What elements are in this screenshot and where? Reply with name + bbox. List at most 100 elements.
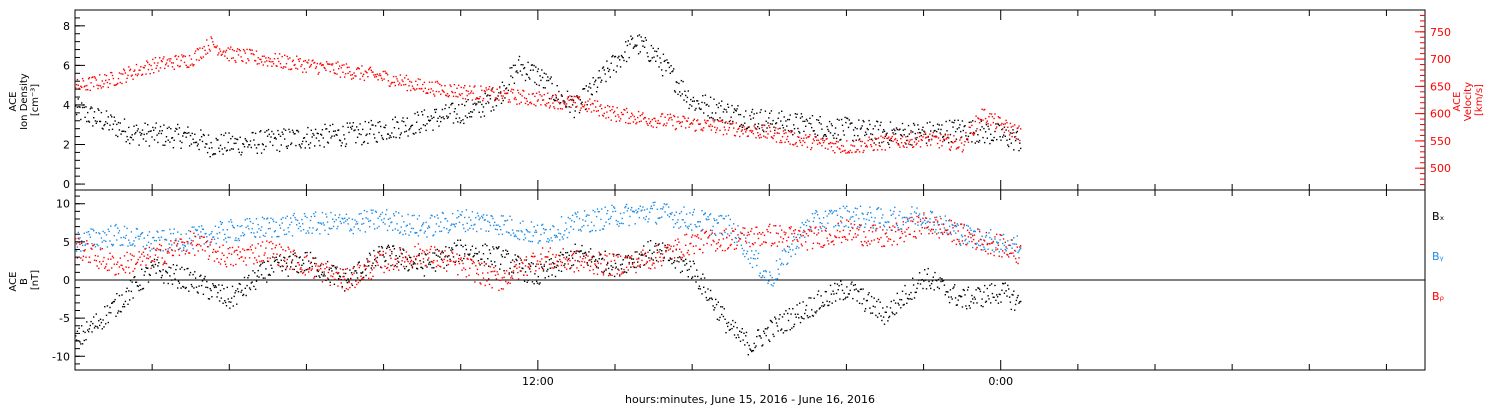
ion-density-series-point — [310, 129, 312, 131]
bz-series-point — [453, 261, 456, 263]
bx-series-point — [649, 249, 651, 251]
velocity-series-point — [720, 120, 722, 122]
velocity-series-point — [458, 84, 460, 87]
bx-series-point — [972, 302, 975, 304]
velocity-series-point — [912, 146, 915, 148]
by-series-point — [278, 235, 280, 238]
bx-series-point — [905, 293, 907, 295]
bx-series-point — [984, 284, 986, 287]
velocity-series-point — [914, 137, 916, 139]
by-series-point — [107, 228, 109, 230]
bx-series-point — [118, 294, 121, 297]
by-series-point — [1012, 243, 1014, 245]
bx-series-point — [557, 260, 559, 263]
ion-density-series-point — [591, 94, 593, 96]
bz-series-point — [165, 262, 168, 265]
velocity-series-point — [724, 129, 726, 131]
bx-series-point — [960, 295, 963, 298]
ion-density-series-point — [374, 137, 376, 139]
ion-density-series-point — [380, 134, 383, 137]
bz-series-point — [212, 251, 214, 253]
velocity-series-point — [194, 52, 196, 55]
bz-series-point — [271, 248, 273, 250]
by-series-point — [304, 215, 306, 217]
bx-series-point — [647, 241, 649, 243]
velocity-series-point — [444, 85, 446, 87]
bx-series-point — [408, 269, 410, 271]
by-series-point — [464, 216, 466, 219]
bx-series-point — [81, 325, 83, 327]
bx-series-point — [89, 324, 91, 327]
velocity-series-point — [545, 105, 547, 107]
ion-density-series-point — [589, 82, 591, 85]
by-series-point — [915, 212, 917, 214]
by-series-point — [417, 235, 420, 237]
ion-density-series-point — [398, 127, 400, 130]
velocity-series-point — [445, 94, 447, 96]
ion-density-series-point — [173, 139, 175, 141]
bx-series-point — [218, 284, 220, 286]
bx-series-point — [613, 253, 615, 256]
velocity-series-point — [846, 140, 848, 142]
by-series-point — [490, 215, 492, 217]
velocity-series-point — [680, 125, 683, 127]
bz-series-point — [447, 263, 450, 266]
by-series-point — [803, 224, 805, 226]
by-series-point — [479, 217, 481, 219]
by-series-point — [703, 213, 705, 216]
bx-series-point — [373, 249, 375, 252]
velocity-series-point — [500, 92, 502, 94]
by-series-point — [296, 224, 298, 226]
by-series-point — [230, 221, 233, 223]
ion-density-series-point — [884, 135, 886, 138]
velocity-series-point — [795, 141, 797, 144]
ion-density-series-point — [1017, 138, 1019, 140]
ion-density-series-point — [378, 131, 380, 134]
velocity-series-point — [743, 126, 745, 128]
velocity-series-point — [354, 75, 356, 77]
ion-density-series-point — [140, 134, 142, 136]
velocity-series-point — [622, 113, 624, 116]
bx-series-point — [708, 299, 710, 301]
bx-series-point — [622, 259, 624, 261]
bz-series-point — [194, 254, 196, 256]
velocity-series-point — [298, 60, 300, 62]
bx-series-point — [601, 258, 603, 260]
velocity-series-point — [165, 62, 168, 64]
ion-density-series-point — [356, 136, 359, 138]
bx-series-point — [699, 288, 701, 290]
by-series-point — [524, 237, 527, 239]
bx-series-point — [369, 254, 372, 256]
bx-series-point — [853, 289, 856, 291]
bx-series-point — [88, 328, 91, 330]
velocity-series-point — [899, 146, 901, 148]
velocity-series-point — [799, 141, 802, 144]
ion-density-series-point — [542, 87, 545, 89]
ion-density-series-point — [306, 133, 308, 135]
ion-density-series-point — [509, 67, 511, 69]
ion-density-series-point — [127, 139, 129, 141]
bx-series-point — [546, 270, 548, 272]
velocity-series-point — [612, 106, 614, 108]
by-series-point — [827, 222, 829, 224]
bz-series-point — [389, 249, 391, 251]
bx-series-point — [322, 275, 324, 277]
by-series-point — [971, 233, 973, 235]
by-series-point — [410, 227, 413, 230]
by-series-point — [622, 222, 624, 225]
by-series-point — [547, 238, 549, 240]
by-series-point — [802, 231, 804, 233]
ion-density-series-point — [790, 130, 792, 132]
ion-density-series-point — [333, 135, 336, 137]
ion-density-series-point — [423, 109, 426, 111]
ion-density-series-point — [901, 122, 904, 125]
velocity-series-point — [117, 82, 119, 85]
ion-density-series-point — [625, 41, 627, 43]
by-series-point — [325, 213, 327, 215]
ion-density-series-point — [535, 66, 537, 68]
bx-series-point — [614, 262, 617, 265]
bx-series-point — [597, 267, 599, 269]
bx-series-point — [460, 244, 462, 246]
bx-series-point — [924, 279, 927, 281]
velocity-series-point — [902, 145, 904, 147]
